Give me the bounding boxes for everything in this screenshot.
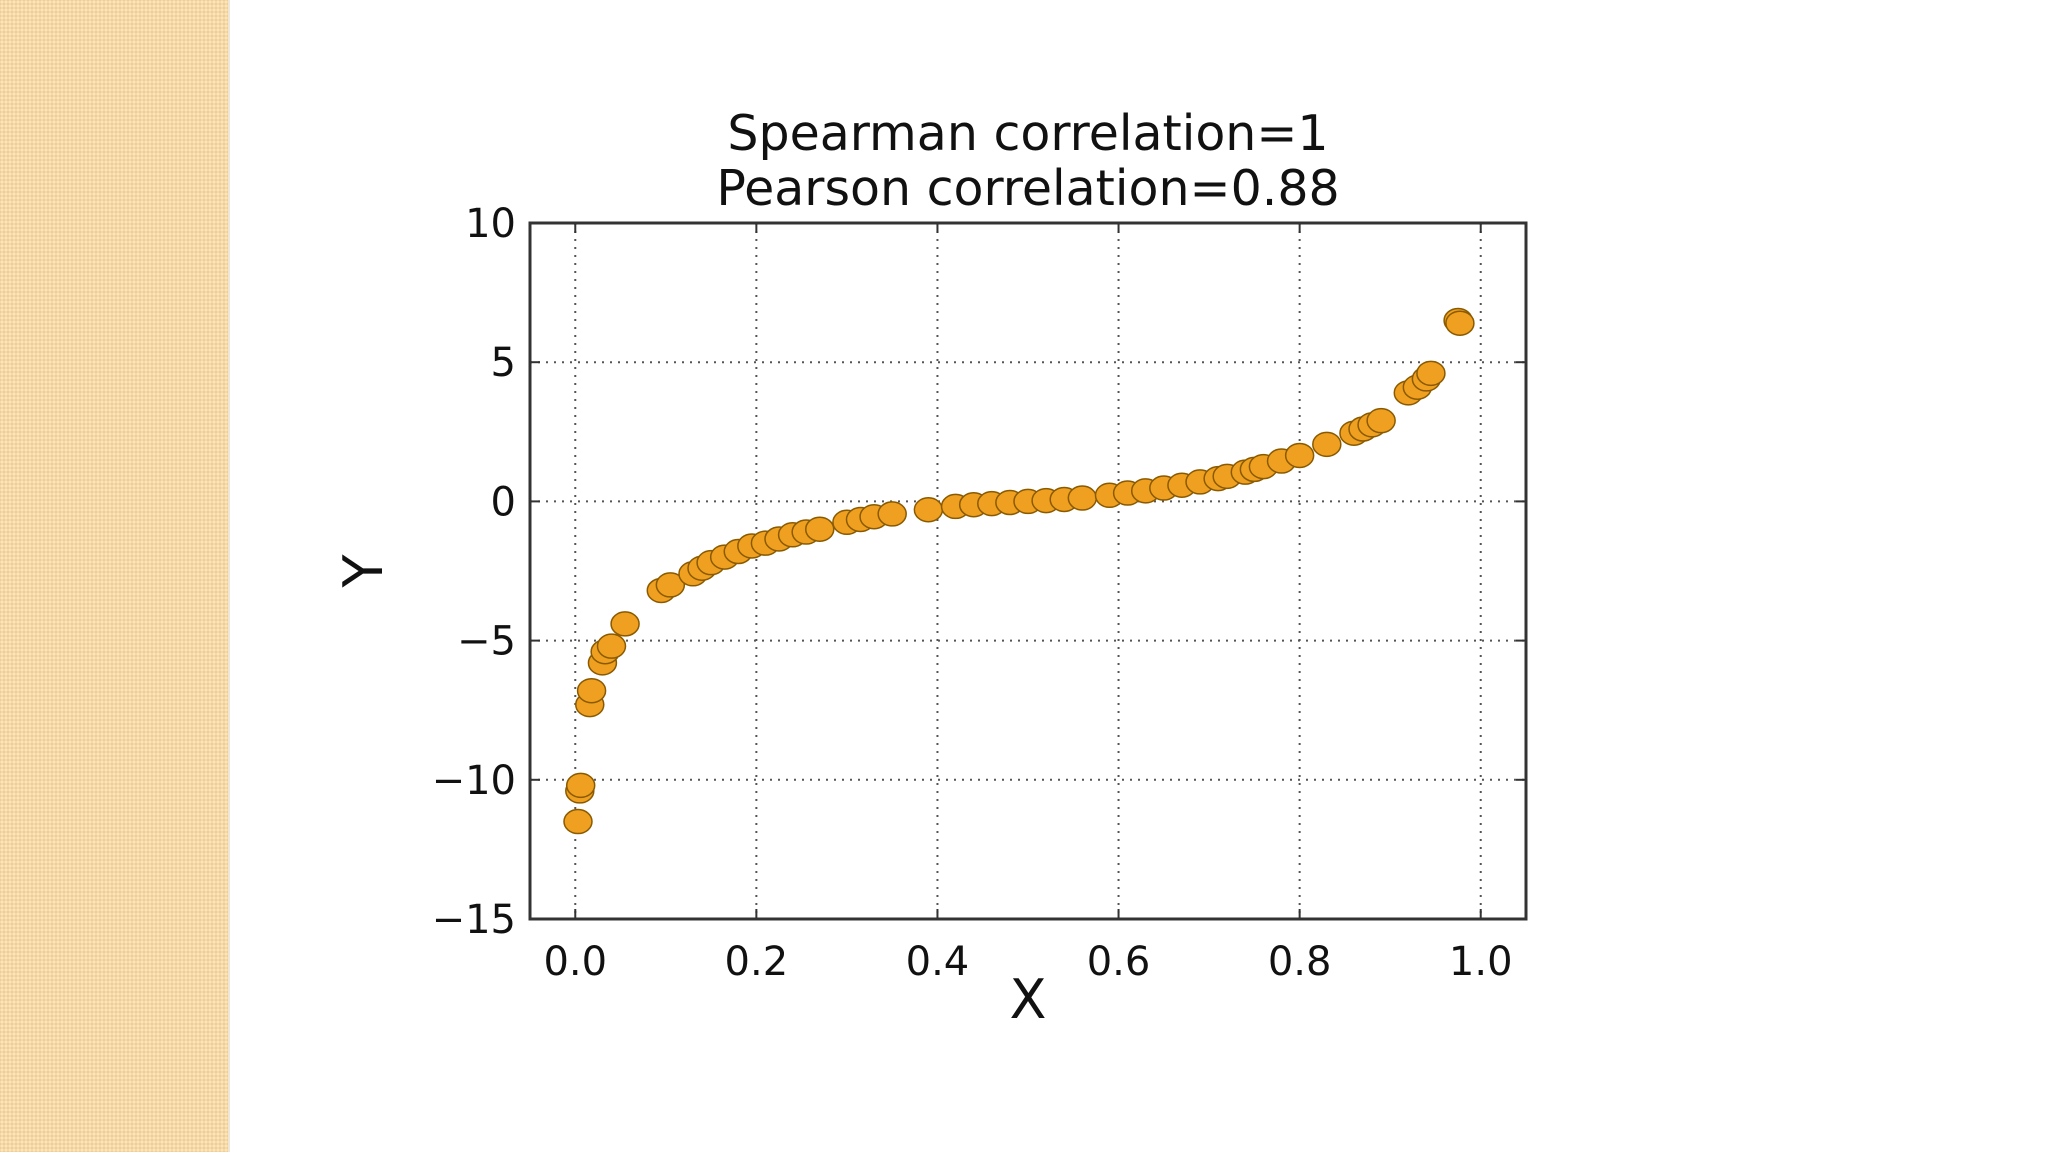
y-tick-label: 10 (465, 201, 516, 247)
scatter-point (576, 677, 607, 704)
scatter-point (563, 808, 593, 835)
scatter-point (1067, 485, 1098, 511)
axis-ticks: 0.0 0.2 0.4 0.6 0.8 1.0 −15 −10 −5 0 5 10 (432, 201, 1526, 985)
scatter-point (1445, 310, 1475, 336)
scatter-point (1312, 431, 1342, 458)
chart-title-line-2: Pearson correlation=0.88 (716, 160, 1339, 217)
x-axis-label: X (1010, 968, 1047, 1031)
scatter-point (1416, 360, 1446, 387)
x-tick-label: 0.0 (543, 939, 607, 985)
scatter-point (610, 611, 640, 637)
scatter-point (877, 501, 907, 527)
y-tick-label: −15 (432, 897, 516, 943)
y-tick-label: −10 (432, 758, 516, 804)
y-tick-label: −5 (457, 619, 516, 665)
x-tick-label: 0.4 (906, 939, 970, 985)
scatter-point (1284, 442, 1315, 469)
scatter-point (913, 497, 944, 523)
scatter-point (655, 572, 686, 598)
x-tick-label: 0.2 (725, 939, 789, 985)
x-tick-label: 0.6 (1087, 939, 1151, 985)
scatter-point (596, 633, 627, 659)
y-tick-label: 5 (491, 340, 516, 386)
data-points (563, 307, 1475, 835)
scatter-point (1366, 407, 1396, 434)
side-panel-edge (228, 0, 230, 1152)
scatter-point (804, 516, 835, 542)
x-tick-label: 1.0 (1449, 939, 1513, 985)
y-tick-label: 0 (491, 479, 516, 525)
chart-title-line-1: Spearman correlation=1 (727, 105, 1328, 162)
x-tick-label: 0.8 (1268, 939, 1332, 985)
side-panel-decoration (0, 0, 228, 1152)
scatter-point (565, 772, 596, 799)
y-axis-label: Y (332, 554, 395, 589)
plot-frame (528, 221, 1528, 921)
